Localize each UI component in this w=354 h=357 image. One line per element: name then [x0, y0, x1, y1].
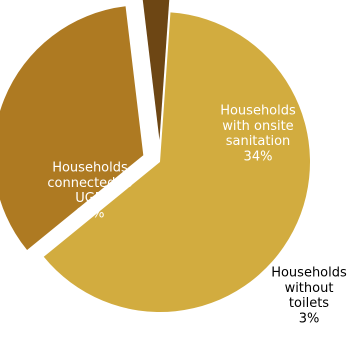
- slice-name-label-0: UGD: [75, 191, 105, 206]
- pie-slice-2: [142, 0, 170, 141]
- slice-percent-label-0: 63%: [76, 206, 105, 221]
- slice-name-label-2: toilets: [289, 296, 329, 311]
- slice-name-label-1: sanitation: [226, 134, 291, 149]
- slice-percent-label-1: 34%: [244, 149, 273, 164]
- pie-slice-0: [43, 12, 310, 313]
- slice-name-label-0: Households: [52, 161, 128, 176]
- slice-name-label-2: Households: [271, 266, 347, 281]
- slice-percent-label-2: 3%: [299, 311, 320, 326]
- slice-name-label-1: Households: [220, 104, 296, 119]
- slice-name-label-2: without: [285, 281, 334, 296]
- pie-slices: [0, 0, 310, 313]
- slice-name-label-1: with onsite: [222, 119, 293, 134]
- slice-name-label-0: connected to: [47, 176, 132, 191]
- pie-slice-1: [0, 6, 144, 251]
